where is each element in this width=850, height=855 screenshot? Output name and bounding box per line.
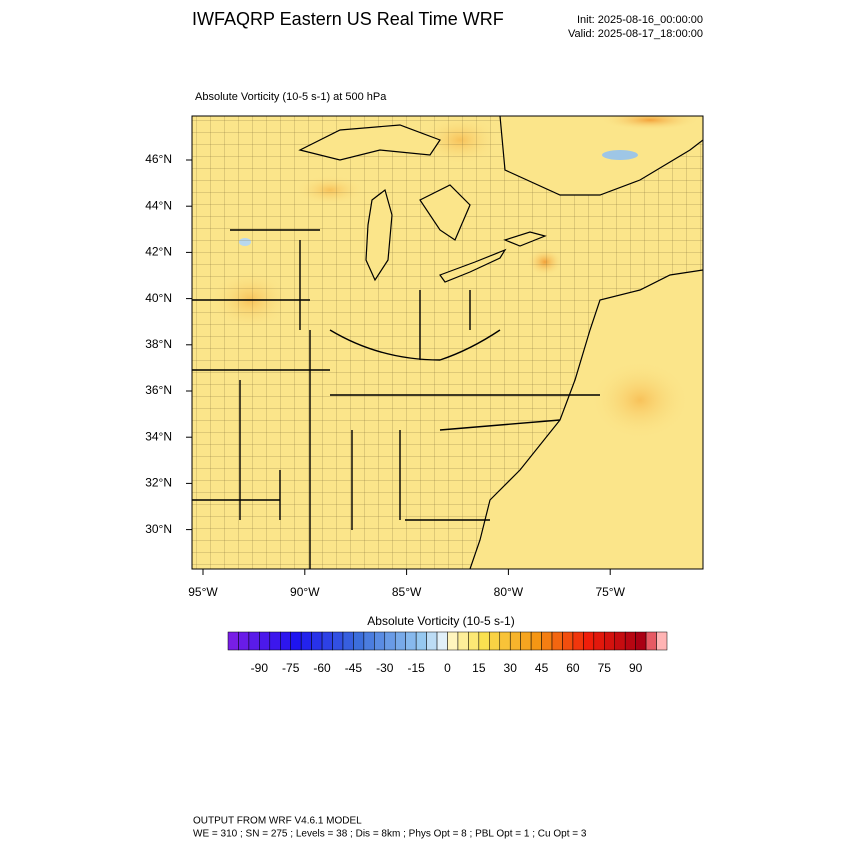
colorbar-label: 90 — [629, 661, 643, 675]
field-patch — [590, 360, 690, 440]
colorbar-box — [332, 631, 344, 651]
colorbar: -90 -75 -60 -45 -30 -15 0 15 30 45 60 75 90 — [227, 631, 668, 675]
colorbar-box — [468, 631, 480, 651]
coastline — [469, 116, 703, 569]
colorbar-box — [447, 631, 459, 651]
lat-label: 34°N — [145, 429, 172, 443]
lon-label: 95°W — [188, 585, 218, 599]
colorbar-box — [635, 631, 647, 651]
colorbar-box — [415, 631, 427, 651]
colorbar-box — [645, 631, 657, 651]
colorbar-box — [238, 631, 250, 651]
map-frame — [191, 115, 704, 570]
colorbar-box — [604, 631, 615, 651]
colorbar-title: Absolute Vorticity (10-5 s-1) — [367, 614, 514, 628]
colorbar-box — [562, 631, 574, 651]
colorbar-label: -60 — [313, 661, 331, 675]
colorbar-box — [227, 631, 239, 651]
colorbar-label: 45 — [535, 661, 549, 675]
colorbar-box — [520, 631, 532, 651]
lake-michigan — [365, 188, 393, 282]
lat-label: 36°N — [145, 383, 172, 397]
colorbar-box — [353, 631, 365, 651]
lon-labels: 95°W 90°W 85°W 80°W 75°W — [188, 569, 626, 599]
colorbar-box — [572, 631, 584, 651]
field-patch — [600, 116, 700, 130]
valid-time: Valid: 2025-08-17_18:00:00 — [568, 28, 703, 40]
lon-label: 80°W — [494, 585, 524, 599]
colorbar-label: -15 — [407, 661, 425, 675]
colorbar-label: 60 — [566, 661, 580, 675]
colorbar-box — [614, 631, 626, 651]
lon-label: 75°W — [595, 585, 625, 599]
colorbar-box — [426, 631, 438, 651]
colorbar-box — [374, 631, 386, 651]
state-borders — [192, 229, 600, 569]
lon-label: 85°W — [392, 585, 422, 599]
colorbar-box — [384, 631, 396, 651]
lat-label: 38°N — [145, 337, 172, 351]
lake-erie — [439, 248, 507, 283]
colorbar-box — [363, 631, 375, 651]
lat-label: 30°N — [145, 522, 172, 536]
lon-label: 90°W — [290, 585, 320, 599]
colorbar-label: -75 — [282, 661, 300, 675]
subtitle: Absolute Vorticity (10-5 s-1) at 500 hPa — [195, 91, 387, 103]
footer-line: OUTPUT FROM WRF V4.6.1 MODEL — [193, 816, 362, 827]
lake-superior — [298, 124, 441, 161]
lake-huron — [419, 184, 471, 241]
colorbar-label: -90 — [251, 661, 269, 675]
colorbar-box — [457, 631, 469, 651]
lat-label: 44°N — [145, 198, 172, 212]
colorbar-box — [489, 631, 501, 651]
footer-line: WE = 310 ; SN = 275 ; Levels = 38 ; Dis … — [193, 829, 587, 840]
colorbar-box — [394, 631, 406, 651]
colorbar-box — [509, 631, 521, 651]
lake-ontario — [503, 231, 547, 247]
colorbar-box — [541, 631, 553, 651]
colorbar-box — [321, 631, 333, 651]
map-field — [192, 116, 703, 569]
colorbar-box — [530, 631, 542, 651]
colorbar-box — [269, 631, 281, 651]
colorbar-label: 15 — [472, 661, 486, 675]
colorbar-box — [259, 631, 271, 651]
lat-labels: 46°N 44°N 42°N 40°N 38°N 36°N 34°N 32°N 30°N — [145, 152, 192, 536]
colorbar-box — [300, 631, 312, 651]
colorbar-label: 30 — [504, 661, 518, 675]
colorbar-label: -45 — [345, 661, 363, 675]
colorbar-box — [499, 631, 511, 651]
colorbar-box — [624, 631, 636, 651]
lat-label: 46°N — [145, 152, 172, 166]
lat-label: 32°N — [145, 476, 172, 490]
field-patch — [602, 150, 638, 160]
colorbar-box — [583, 631, 595, 651]
lat-label: 40°N — [145, 291, 172, 305]
counties — [192, 116, 703, 569]
colorbar-box — [478, 631, 490, 651]
title: IWFAQRP Eastern US Real Time WRF — [192, 9, 504, 29]
colorbar-box — [342, 631, 354, 651]
colorbar-box — [290, 631, 302, 651]
colorbar-box — [280, 631, 291, 651]
colorbar-label: 75 — [598, 661, 612, 675]
colorbar-box — [405, 631, 417, 651]
colorbar-box — [248, 631, 260, 651]
init-time: Init: 2025-08-16_00:00:00 — [577, 14, 703, 26]
colorbar-box — [551, 631, 563, 651]
colorbar-label: 0 — [444, 661, 451, 675]
lat-label: 42°N — [145, 245, 172, 259]
colorbar-box — [656, 631, 668, 651]
colorbar-box — [311, 631, 323, 651]
colorbar-label: -30 — [376, 661, 394, 675]
colorbar-box — [593, 631, 605, 651]
colorbar-box — [436, 631, 448, 651]
